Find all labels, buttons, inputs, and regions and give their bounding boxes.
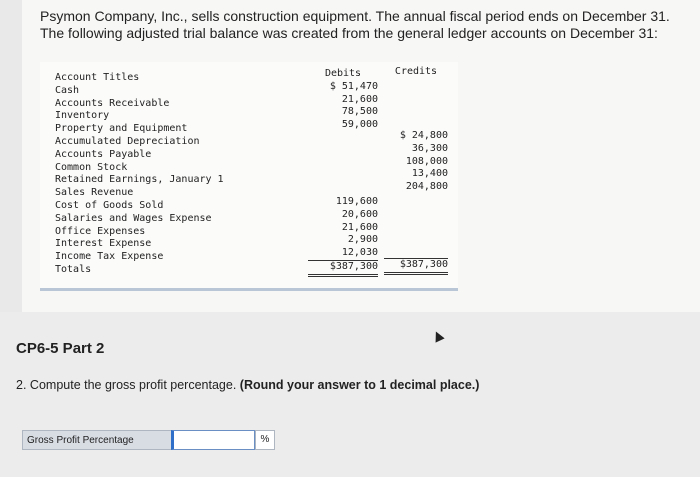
answer-section: [0, 312, 700, 477]
question-text: 2. Compute the gross profit percentage. …: [16, 378, 676, 392]
account-row: Property and Equipment: [55, 123, 188, 135]
account-row: Salaries and Wages Expense: [55, 212, 212, 224]
account-row: Accumulated Depreciation: [55, 135, 200, 147]
credit-value: 204,800: [405, 181, 448, 193]
account-row: Sales Revenue: [55, 187, 134, 199]
credit-total: $387,300: [384, 259, 448, 275]
credits-header: Credits: [394, 66, 438, 77]
debit-total: $387,300: [308, 261, 378, 277]
debit-value: $ 51,470: [329, 80, 378, 92]
debit-value: 78,500: [341, 106, 378, 118]
account-row: Accounts Payable: [55, 148, 152, 160]
debit-value: 21,600: [341, 93, 378, 105]
debit-value: 21,600: [341, 221, 378, 233]
credits-column: Credits $ 24,800 36,300 108,000 13,400 2…: [384, 66, 448, 275]
credit-value: $ 24,800: [399, 129, 448, 141]
debits-header: Debits: [324, 68, 362, 79]
account-row: Income Tax Expense: [55, 251, 164, 263]
gross-profit-percentage-input[interactable]: [171, 430, 255, 450]
account-row: Retained Earnings, January 1: [55, 174, 224, 186]
question-prompt: Compute the gross profit percentage.: [29, 378, 237, 392]
debit-value: 119,600: [335, 195, 378, 207]
debit-value: 12,030: [308, 247, 378, 261]
account-row: Cash: [55, 84, 80, 96]
account-row: Inventory: [55, 110, 110, 122]
account-row: Office Expenses: [55, 225, 146, 237]
credit-value: 108,000: [405, 155, 448, 167]
account-row: Cost of Goods Sold: [55, 199, 164, 211]
debits-column: Debits $ 51,470 21,600 78,500 59,000 119…: [308, 68, 378, 277]
account-titles-header: Account Titles: [55, 72, 140, 83]
credit-value: 13,400: [411, 168, 448, 180]
account-row: Interest Expense: [55, 238, 152, 250]
account-row: Accounts Receivable: [55, 97, 170, 109]
trial-balance-image: Account Titles Cash Accounts Receivable …: [40, 62, 458, 291]
debit-value: 59,000: [341, 119, 378, 131]
gross-profit-percentage-label: Gross Profit Percentage: [22, 430, 172, 450]
percent-unit: %: [255, 430, 275, 450]
debit-value: 20,600: [341, 208, 378, 220]
account-row-totals: Totals: [55, 263, 92, 275]
problem-intro: Psymon Company, Inc., sells construction…: [40, 8, 670, 41]
part-title: CP6-5 Part 2: [16, 340, 105, 357]
question-number: 2.: [16, 378, 27, 392]
account-row: Common Stock: [55, 161, 128, 173]
debit-value: 2,900: [347, 234, 378, 246]
account-titles-column: Account Titles Cash Accounts Receivable …: [55, 72, 224, 277]
question-instruction: (Round your answer to 1 decimal place.): [239, 378, 480, 392]
credit-value: 36,300: [411, 142, 448, 154]
